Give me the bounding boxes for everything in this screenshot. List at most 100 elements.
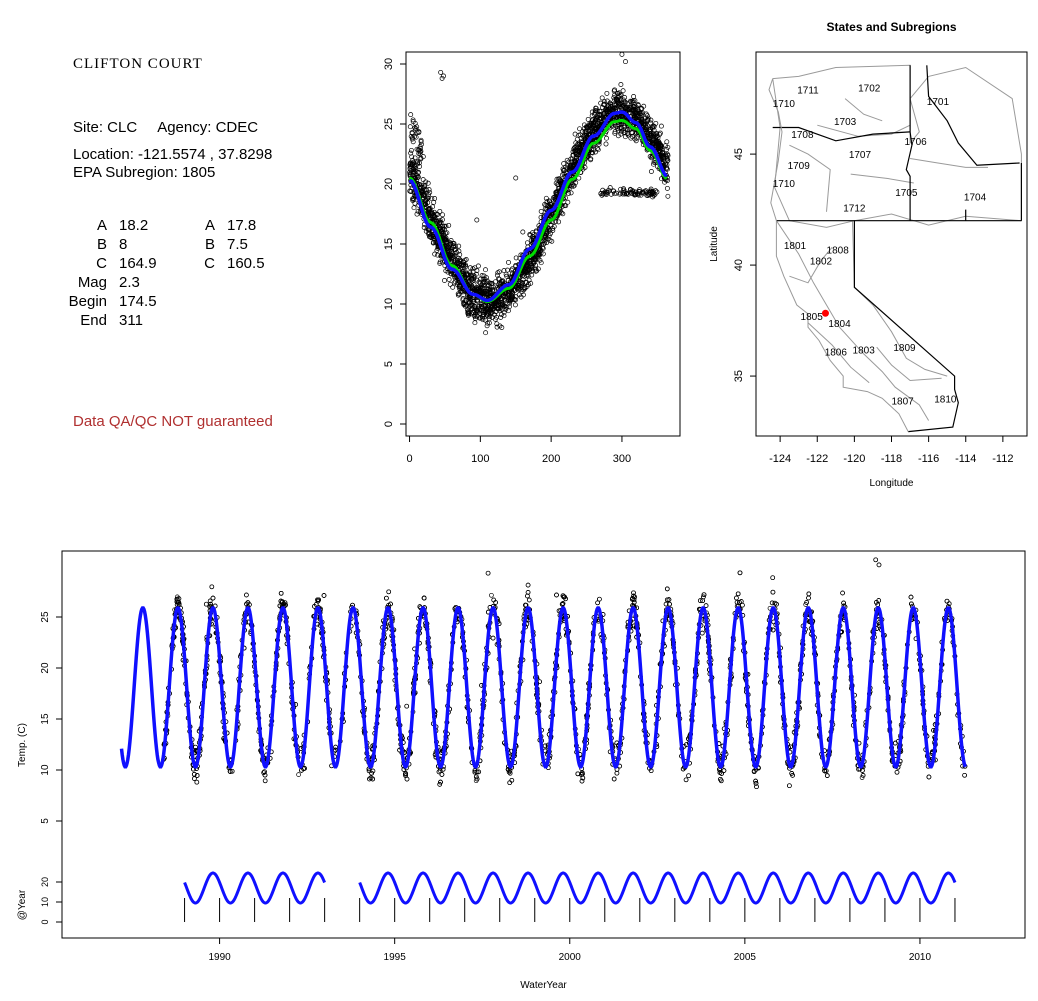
scatter-point (442, 236, 448, 242)
scatter-point (513, 255, 519, 261)
scatter-point (448, 241, 454, 247)
scatter-point (547, 204, 553, 210)
y-tick-label: 35 (733, 370, 745, 382)
scatter-point (612, 129, 618, 135)
scatter-point (474, 284, 480, 290)
scatter-point (467, 281, 473, 287)
y-tick-label: 15 (40, 713, 51, 725)
scatter-point (503, 295, 509, 301)
scatter-point (572, 131, 578, 137)
scatter-point (556, 176, 562, 182)
scatter-point (621, 187, 627, 193)
scatter-point (591, 120, 597, 126)
doy-scatter-points (407, 51, 671, 336)
scatter-point (624, 190, 630, 196)
y-tick-label: 45 (733, 148, 745, 160)
scatter-point (648, 117, 654, 123)
location-line: Location: -121.5574 , 37.8298 (73, 146, 273, 163)
scatter-point (592, 112, 598, 117)
scatter-point (538, 208, 544, 214)
scatter-point (444, 230, 450, 236)
scatter-point (407, 188, 413, 194)
scatter-point (570, 183, 576, 189)
scatter-point (528, 261, 534, 267)
scatter-point (428, 213, 434, 219)
scatter-point (615, 90, 621, 96)
scatter-point (591, 125, 597, 131)
scatter-point (420, 177, 426, 183)
scatter-point (456, 248, 462, 254)
scatter-point (566, 159, 572, 165)
scatter-point (613, 123, 619, 129)
subregion-boundary (807, 322, 870, 384)
scatter-point (561, 168, 567, 173)
scatter-point (574, 136, 580, 142)
scatter-point (474, 217, 480, 223)
ts-scatter-points (161, 557, 968, 790)
scatter-point (471, 304, 477, 309)
scatter-point (595, 147, 601, 153)
state-boundary (905, 65, 913, 221)
subregion-label: 1809 (893, 343, 916, 354)
scatter-point (417, 144, 423, 149)
scatter-point (603, 141, 609, 147)
scatter-point (457, 252, 463, 258)
scatter-point (456, 291, 462, 297)
scatter-point (614, 99, 620, 105)
scatter-point (618, 97, 624, 103)
scatter-point (421, 225, 427, 230)
scatter-point (567, 165, 573, 171)
scatter-point (622, 95, 628, 100)
y-tick-label: 20 (383, 178, 395, 190)
scatter-point (553, 189, 559, 195)
scatter-point (439, 217, 445, 223)
scatter-point (450, 284, 456, 290)
scatter-point (494, 272, 500, 278)
x-tick-label: -112 (992, 453, 1013, 465)
scatter-point (415, 208, 421, 214)
subregion-boundary (817, 124, 911, 137)
scatter-point (440, 212, 446, 218)
scatter-point (520, 292, 526, 298)
params-table: A 18.2 B 8 C 164.9 Mag 2.3 Begin 174.5 E… (37, 217, 267, 337)
scatter-point (417, 164, 422, 169)
scatter-point (423, 179, 429, 185)
y-tick-label: 30 (383, 58, 395, 70)
scatter-point (604, 135, 609, 141)
scatter-point (537, 257, 543, 263)
scatter-point (475, 263, 481, 269)
subregion-label: 1801 (784, 241, 807, 252)
scatter-point (468, 302, 474, 308)
scatter-point (530, 234, 536, 239)
site-title: CLIFTON COURT (73, 56, 203, 72)
scatter-point (449, 253, 455, 259)
scatter-point (596, 141, 602, 147)
scatter-point (542, 240, 547, 246)
subregion-boundary (789, 144, 831, 212)
scatter-point (623, 59, 628, 65)
scatter-point (482, 317, 488, 323)
scatter-point (541, 241, 546, 247)
scatter-point (485, 307, 490, 313)
param-value: 2.3 (119, 274, 140, 291)
param-label: A (96, 217, 107, 234)
scatter-point (513, 175, 519, 181)
scatter-point (416, 169, 421, 175)
param-label: B (96, 236, 107, 253)
scatter-point (410, 117, 416, 123)
scatter-point (457, 286, 463, 292)
scatter-point (411, 205, 417, 211)
param-label: C (96, 255, 107, 272)
scatter-point (483, 267, 488, 273)
scatter-point (552, 195, 558, 201)
param-label: A (204, 217, 215, 234)
scatter-point (487, 293, 493, 298)
subregion-boundary (789, 246, 833, 284)
scatter-point (600, 111, 606, 117)
y2-tick-label: 10 (40, 897, 50, 907)
scatter-point (639, 190, 645, 196)
scatter-point (645, 193, 651, 199)
scatter-point (658, 123, 664, 129)
scatter-point (461, 263, 467, 269)
scatter-point (411, 165, 417, 171)
